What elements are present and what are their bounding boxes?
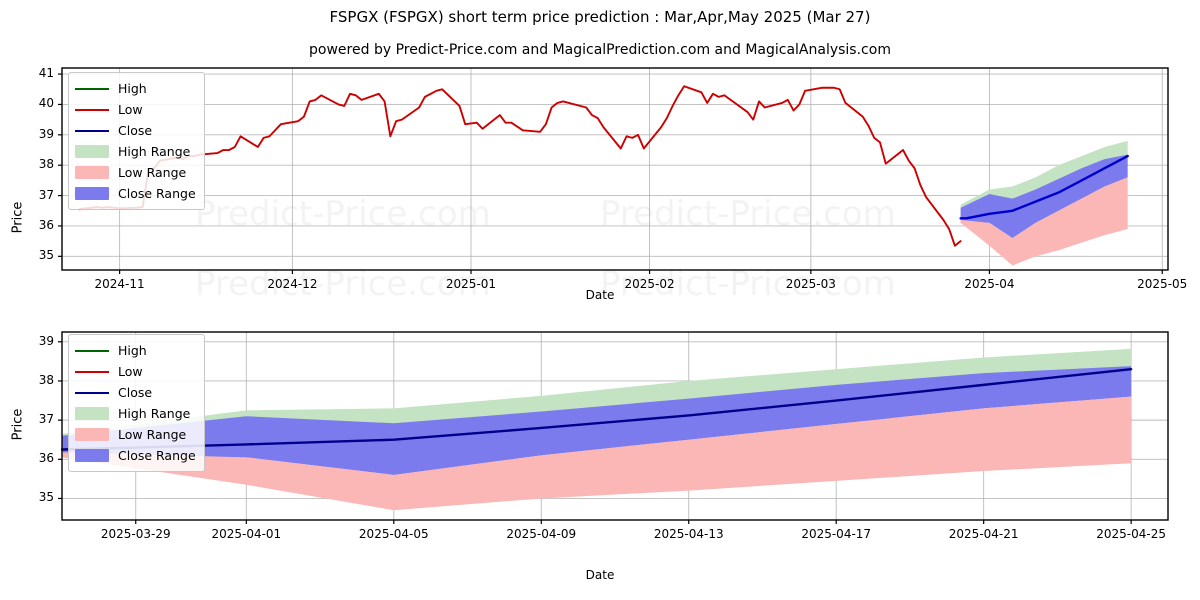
legend-item-high-range[interactable]: High Range bbox=[75, 403, 196, 424]
y-axis-tick: 36 bbox=[38, 451, 54, 466]
y-axis-tick: 36 bbox=[38, 217, 54, 232]
x-axis-tick: 2024-12 bbox=[267, 277, 318, 291]
band-low-range bbox=[62, 396, 1132, 511]
legend-item-label: Close bbox=[118, 385, 153, 400]
x-axis-tick: 2025-03 bbox=[785, 277, 836, 291]
series-low bbox=[78, 85, 962, 247]
x-axis-tick: 2025-05 bbox=[1137, 277, 1188, 291]
legend-item-label: Close Range bbox=[118, 186, 196, 201]
bottom-chart-x-axis-label: Date bbox=[585, 568, 615, 582]
x-axis-tick: 2025-01 bbox=[445, 277, 497, 291]
legend-item-close-range[interactable]: Close Range bbox=[75, 183, 196, 204]
legend-item-label: Close bbox=[118, 123, 153, 138]
y-axis-tick: 37 bbox=[38, 412, 54, 427]
legend-item-label: High bbox=[118, 81, 147, 96]
y-axis-tick: 40 bbox=[38, 96, 54, 111]
legend-item-close-range[interactable]: Close Range bbox=[75, 445, 196, 466]
band-low-range bbox=[960, 177, 1128, 266]
x-axis-tick: 2025-04 bbox=[964, 277, 1015, 291]
top-chart-x-axis-label: Date bbox=[585, 288, 615, 302]
x-axis-tick: 2024-11 bbox=[94, 277, 145, 291]
legend-patch-swatch bbox=[75, 449, 109, 462]
legend-item-label: High Range bbox=[118, 406, 191, 421]
y-axis-tick: 38 bbox=[38, 372, 54, 387]
legend-line-swatch bbox=[75, 370, 109, 373]
page-subtitle: powered by Predict-Price.com and Magical… bbox=[309, 42, 891, 58]
top-chart-legend[interactable]: High Low Close High Range Low Range Close Ran… bbox=[68, 72, 205, 210]
legend-item-low-range[interactable]: Low Range bbox=[75, 424, 196, 445]
legend-patch-swatch bbox=[75, 187, 109, 200]
legend-line-swatch bbox=[75, 349, 109, 352]
legend-item-low-range[interactable]: Low Range bbox=[75, 162, 196, 183]
x-axis-tick: 2025-04-17 bbox=[801, 527, 872, 541]
y-axis-tick: 37 bbox=[38, 187, 54, 202]
band-close-range bbox=[960, 154, 1128, 239]
svg-text:Predict-Price.com: Predict-Price.com bbox=[195, 194, 491, 234]
legend-line-swatch bbox=[75, 108, 109, 111]
legend-patch-swatch bbox=[75, 166, 109, 179]
x-axis-tick: 2025-04-09 bbox=[506, 527, 577, 541]
top-chart-canvas: Predict-Price.comPredict-Price.comPredic… bbox=[58, 67, 1169, 304]
y-axis-tick: 35 bbox=[38, 248, 54, 263]
legend-item-label: Low Range bbox=[118, 427, 187, 442]
legend-line-swatch bbox=[75, 129, 109, 132]
y-axis-tick: 39 bbox=[38, 333, 54, 348]
legend-patch-swatch bbox=[75, 407, 109, 420]
x-axis-tick: 2025-04-25 bbox=[1096, 527, 1166, 541]
legend-patch-swatch bbox=[75, 428, 109, 441]
legend-item-close[interactable]: Close bbox=[75, 382, 196, 403]
x-axis-tick: 2025-03-29 bbox=[100, 527, 171, 541]
y-axis-tick: 38 bbox=[38, 157, 54, 172]
page-title: FSPGX (FSPGX) short term price predictio… bbox=[329, 8, 871, 26]
legend-item-label: Low bbox=[118, 102, 143, 117]
legend-item-label: Close Range bbox=[118, 448, 196, 463]
legend-item-label: High Range bbox=[118, 144, 191, 159]
series-close bbox=[959, 154, 1129, 220]
x-axis-tick: 2025-04-05 bbox=[358, 527, 429, 541]
legend-item-label: Low bbox=[118, 364, 143, 379]
y-axis-tick: 39 bbox=[38, 126, 54, 141]
legend-patch-swatch bbox=[75, 145, 109, 158]
x-axis-tick: 2025-04-21 bbox=[948, 527, 1019, 541]
legend-item-low[interactable]: Low bbox=[75, 361, 196, 382]
y-axis-tick: 41 bbox=[38, 66, 54, 81]
legend-item-high-range[interactable]: High Range bbox=[75, 141, 196, 162]
top-chart-panel: Price Predict-Price.comPredict-Price.com… bbox=[0, 60, 1200, 320]
legend-item-label: Low Range bbox=[118, 165, 187, 180]
band-close-range bbox=[62, 366, 1132, 475]
legend-item-high[interactable]: High bbox=[75, 78, 196, 99]
y-axis-tick: 35 bbox=[38, 490, 54, 505]
legend-line-swatch bbox=[75, 87, 109, 90]
legend-item-high[interactable]: High bbox=[75, 340, 196, 361]
x-axis-tick: 2025-04-13 bbox=[653, 527, 724, 541]
bottom-chart-panel: Price Predict-Price.comPredict-Price.com… bbox=[0, 322, 1200, 600]
legend-item-close[interactable]: Close bbox=[75, 120, 196, 141]
legend-item-label: High bbox=[118, 343, 147, 358]
x-axis-tick: 2025-04-01 bbox=[211, 527, 282, 541]
x-axis-tick: 2025-02 bbox=[624, 277, 675, 291]
legend-line-swatch bbox=[75, 391, 109, 394]
svg-text:Predict-Price.com: Predict-Price.com bbox=[600, 194, 896, 234]
legend-item-low[interactable]: Low bbox=[75, 99, 196, 120]
bottom-chart-canvas: Predict-Price.comPredict-Price.com bbox=[58, 331, 1169, 524]
bottom-chart-legend[interactable]: High Low Close High Range Low Range Close Ran… bbox=[68, 334, 205, 472]
